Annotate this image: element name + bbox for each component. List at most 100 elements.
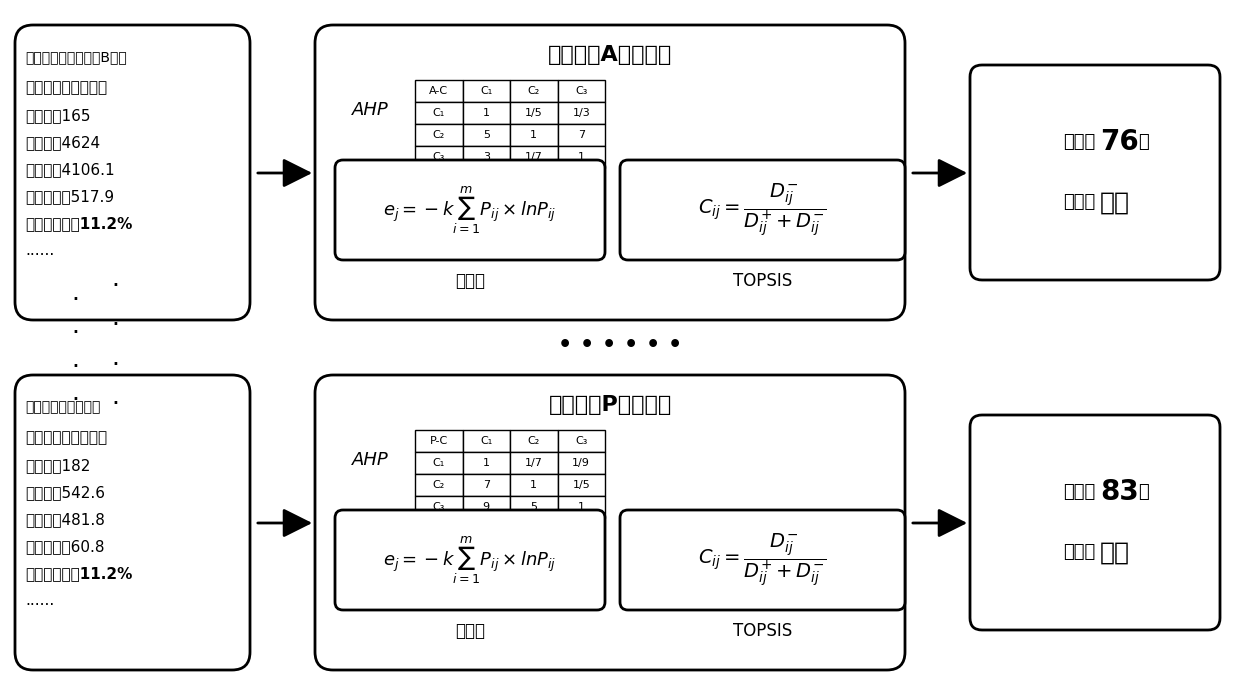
Bar xyxy=(415,496,463,518)
Text: C₂: C₂ xyxy=(528,436,539,446)
Bar xyxy=(510,146,558,168)
Text: 1/5: 1/5 xyxy=(525,108,543,118)
Text: AHP: AHP xyxy=(352,101,388,119)
Text: C₁: C₁ xyxy=(433,108,445,118)
Text: 供电量：542.6: 供电量：542.6 xyxy=(25,485,105,500)
Text: 1: 1 xyxy=(531,480,537,490)
Text: 同期线损率：11.2%: 同期线损率：11.2% xyxy=(25,566,133,581)
Bar xyxy=(463,146,510,168)
Bar xyxy=(463,452,510,474)
Text: 损失电量：60.8: 损失电量：60.8 xyxy=(25,539,104,554)
Bar xyxy=(415,430,463,452)
Text: 1/9: 1/9 xyxy=(573,458,590,468)
Text: 总户数：182: 总户数：182 xyxy=(25,458,91,473)
Text: C₃: C₃ xyxy=(575,86,588,96)
Text: 分: 分 xyxy=(1138,484,1148,501)
Text: 台区名称：青年东街B箱变: 台区名称：青年东街B箱变 xyxy=(25,50,126,64)
Text: C₃: C₃ xyxy=(433,502,445,512)
Bar xyxy=(510,102,558,124)
Text: 7: 7 xyxy=(482,480,490,490)
Text: 3: 3 xyxy=(482,152,490,162)
Text: $e_j = -k\sum_{i=1}^{m}P_{ij}\times lnP_{ij}$: $e_j = -k\sum_{i=1}^{m}P_{ij}\times lnP_… xyxy=(383,534,557,586)
Bar xyxy=(415,102,463,124)
Text: C₁: C₁ xyxy=(480,436,492,446)
Text: 台区类型A体检模型: 台区类型A体检模型 xyxy=(548,45,672,65)
Text: 评分：: 评分： xyxy=(1063,134,1095,151)
Bar xyxy=(558,146,605,168)
Text: 1/7: 1/7 xyxy=(525,458,543,468)
Bar xyxy=(558,452,605,474)
Text: 83: 83 xyxy=(1100,479,1138,507)
Bar xyxy=(415,146,463,168)
Text: 1: 1 xyxy=(482,108,490,118)
Text: 1: 1 xyxy=(578,152,585,162)
Text: ......: ...... xyxy=(25,593,55,608)
Text: C₂: C₂ xyxy=(433,130,445,140)
Text: 同期线损率：11.2%: 同期线损率：11.2% xyxy=(25,216,133,231)
Text: ·
·
·
·: · · · · xyxy=(112,274,119,416)
Text: 1/5: 1/5 xyxy=(573,480,590,490)
FancyBboxPatch shape xyxy=(970,415,1220,630)
Bar xyxy=(463,430,510,452)
Text: $e_j = -k\sum_{i=1}^{m}P_{ij}\times lnP_{ij}$: $e_j = -k\sum_{i=1}^{m}P_{ij}\times lnP_… xyxy=(383,184,557,236)
FancyBboxPatch shape xyxy=(620,160,905,260)
Text: C₂: C₂ xyxy=(528,86,539,96)
Bar xyxy=(463,80,510,102)
Text: 售电量：481.8: 售电量：481.8 xyxy=(25,512,105,527)
Bar xyxy=(463,474,510,496)
Text: TOPSIS: TOPSIS xyxy=(733,622,792,640)
Bar xyxy=(558,496,605,518)
Text: 注意: 注意 xyxy=(1100,190,1130,214)
Bar xyxy=(463,124,510,146)
Text: 熵权法: 熵权法 xyxy=(455,272,485,290)
Bar xyxy=(558,102,605,124)
Bar xyxy=(510,80,558,102)
FancyBboxPatch shape xyxy=(335,160,605,260)
Bar xyxy=(558,124,605,146)
Text: 1: 1 xyxy=(531,130,537,140)
Text: 9: 9 xyxy=(482,502,490,512)
Text: 分: 分 xyxy=(1138,134,1148,151)
Text: C₁: C₁ xyxy=(433,458,445,468)
Text: 1: 1 xyxy=(482,458,490,468)
FancyBboxPatch shape xyxy=(335,510,605,610)
Text: P-C: P-C xyxy=(429,436,448,446)
Text: 1/3: 1/3 xyxy=(573,108,590,118)
Bar xyxy=(510,430,558,452)
Text: 台区类型：山村生活: 台区类型：山村生活 xyxy=(25,430,107,445)
Bar xyxy=(463,496,510,518)
Text: $C_{ij}=\dfrac{D_{ij}^{-}}{D_{ij}^{+}+D_{ij}^{-}}$: $C_{ij}=\dfrac{D_{ij}^{-}}{D_{ij}^{+}+D_… xyxy=(698,531,827,589)
Bar xyxy=(510,124,558,146)
FancyBboxPatch shape xyxy=(620,510,905,610)
Text: TOPSIS: TOPSIS xyxy=(733,272,792,290)
Bar xyxy=(510,496,558,518)
Bar xyxy=(463,102,510,124)
Text: AHP: AHP xyxy=(352,451,388,469)
Bar xyxy=(415,452,463,474)
Text: 5: 5 xyxy=(482,130,490,140)
Bar xyxy=(558,80,605,102)
Text: 供电量：4624: 供电量：4624 xyxy=(25,135,100,150)
Text: 台区名称：石永村内: 台区名称：石永村内 xyxy=(25,400,100,414)
Text: C₃: C₃ xyxy=(433,152,445,162)
Text: A-C: A-C xyxy=(429,86,449,96)
Text: 台区类型：城市综合: 台区类型：城市综合 xyxy=(25,80,107,95)
Text: 76: 76 xyxy=(1100,129,1138,157)
Text: ·
·
·
·: · · · · xyxy=(71,288,79,412)
FancyBboxPatch shape xyxy=(15,375,250,670)
Text: 总户数：165: 总户数：165 xyxy=(25,108,91,123)
Text: 评分：: 评分： xyxy=(1063,484,1095,501)
Text: 5: 5 xyxy=(531,502,537,512)
Bar xyxy=(415,124,463,146)
Text: 损失电量：517.9: 损失电量：517.9 xyxy=(25,189,114,204)
Bar xyxy=(415,474,463,496)
Text: ......: ...... xyxy=(25,243,55,258)
Text: 正常: 正常 xyxy=(1100,540,1130,564)
Text: 7: 7 xyxy=(578,130,585,140)
Text: 1/7: 1/7 xyxy=(525,152,543,162)
FancyBboxPatch shape xyxy=(315,25,905,320)
Text: 状态：: 状态： xyxy=(1063,193,1095,211)
Text: 1: 1 xyxy=(578,502,585,512)
Text: C₁: C₁ xyxy=(480,86,492,96)
Text: 熵权法: 熵权法 xyxy=(455,622,485,640)
